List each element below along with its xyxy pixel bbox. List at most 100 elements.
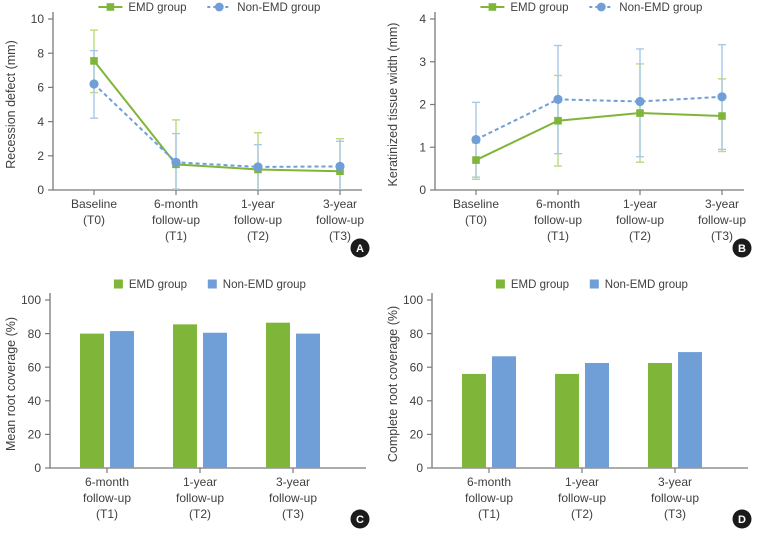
- x-category-label: Baseline: [71, 197, 117, 211]
- y-tick-label: 80: [28, 327, 42, 341]
- legend-marker: [106, 3, 115, 11]
- data-point-square: [90, 57, 98, 65]
- x-category-label: follow-up: [534, 213, 582, 227]
- legend-swatch: [207, 279, 217, 289]
- x-category-label: follow-up: [234, 213, 282, 227]
- y-tick-label: 4: [419, 12, 426, 26]
- x-category-label: follow-up: [176, 491, 224, 505]
- panel-B: 0 1 2 3 4 Baseline (T0) 6-month follow-up (T1) 1-y…: [382, 0, 765, 271]
- bar-emd-group: [648, 363, 672, 468]
- data-point-circle: [471, 134, 481, 145]
- legend-label: Non-EMD group: [237, 2, 320, 14]
- data-point-square: [336, 167, 344, 175]
- x-category-label: (T2): [629, 229, 651, 243]
- x-category-label: (T1): [165, 229, 187, 243]
- x-category-label: follow-up: [616, 213, 664, 227]
- data-point-circle: [89, 79, 99, 89]
- x-category-label: (T3): [329, 229, 351, 243]
- x-category-label: follow-up: [152, 213, 200, 227]
- data-point-circle: [253, 162, 263, 172]
- series-line-emd-group: [475, 112, 723, 161]
- panel-badge: [732, 238, 752, 258]
- x-category-label: Baseline: [453, 197, 499, 211]
- x-category-label: follow-up: [316, 213, 364, 227]
- x-category-label: 3-year: [658, 475, 692, 489]
- x-category-label: 1-year: [623, 197, 657, 211]
- y-tick-label: 60: [410, 360, 424, 374]
- legend-swatch: [495, 279, 505, 289]
- legend-swatch: [113, 279, 123, 289]
- data-point-square: [636, 109, 644, 117]
- x-category-label: follow-up: [698, 213, 746, 227]
- series-line-emd-group: [93, 60, 341, 173]
- panel-D: 0 20 40 60 80 100 6-month follow-up (T1) 1-year fo…: [382, 271, 765, 542]
- x-category-label: 6-month: [467, 475, 511, 489]
- y-tick-label: 2: [37, 149, 44, 163]
- x-category-label: (T0): [83, 213, 105, 227]
- y-tick-label: 0: [34, 461, 41, 475]
- x-category-label: (T2): [189, 507, 211, 521]
- legend-label: Non-EMD group: [619, 2, 702, 14]
- y-tick-label: 4: [37, 115, 44, 129]
- bar-emd-group: [173, 324, 197, 468]
- y-tick-label: 100: [21, 293, 41, 307]
- y-tick-label: 20: [410, 428, 424, 442]
- y-tick-label: 0: [416, 461, 423, 475]
- x-category-label: (T3): [282, 507, 304, 521]
- y-axis-title: Recession defect (mm): [4, 40, 18, 169]
- panel-A: 0 2 4 6 8 10 Baseline (T0) 6-month follow-up (T1) 1…: [0, 0, 382, 271]
- chart-B: 0 1 2 3 4 Baseline (T0) 6-month follow-up (T1) 1-y…: [386, 2, 752, 258]
- legend-swatch: [589, 279, 599, 289]
- series-line-non-emd-group: [475, 95, 723, 141]
- panel-badge-letter: A: [356, 243, 364, 255]
- panel-badge: [732, 509, 752, 529]
- x-category-label: follow-up: [651, 491, 699, 505]
- x-category-label: 1-year: [241, 197, 275, 211]
- x-category-label: (T2): [571, 507, 593, 521]
- y-tick-label: 20: [28, 428, 42, 442]
- legend-marker: [214, 2, 224, 12]
- data-point-circle: [335, 161, 345, 172]
- series-line-non-emd-group: [93, 83, 341, 168]
- x-category-label: (T1): [96, 507, 118, 521]
- legend-label: EMD group: [129, 279, 187, 291]
- x-category-label: 3-year: [323, 197, 357, 211]
- chart-A: 0 2 4 6 8 10 Baseline (T0) 6-month follow-up (T1) 1…: [4, 2, 370, 258]
- y-tick-label: 2: [419, 98, 426, 112]
- y-tick-label: 0: [419, 183, 426, 197]
- y-tick-label: 100: [403, 293, 423, 307]
- x-category-label: follow-up: [269, 491, 317, 505]
- y-tick-label: 40: [410, 394, 424, 408]
- x-category-label: 3-year: [276, 475, 310, 489]
- panel-badge: [350, 509, 370, 529]
- bar-emd-group: [462, 373, 486, 468]
- y-tick-label: 0: [37, 183, 44, 197]
- data-point-square: [472, 156, 480, 164]
- y-axis-title: Mean root coverage (%): [4, 317, 18, 451]
- x-category-label: 6-month: [154, 197, 198, 211]
- panel-C: 0 20 40 60 80 100 6-month follow-up (T1) 1-year fo…: [0, 271, 382, 542]
- bar-emd-group: [266, 322, 290, 468]
- x-category-label: (T2): [247, 229, 269, 243]
- panel-badge-letter: C: [356, 514, 364, 526]
- x-category-label: follow-up: [558, 491, 606, 505]
- panel-badge-letter: D: [738, 514, 746, 526]
- y-tick-label: 80: [410, 327, 424, 341]
- bar-non-emd-group: [492, 356, 516, 468]
- panel-badge-letter: B: [738, 243, 746, 255]
- x-category-label: 6-month: [85, 475, 129, 489]
- x-category-label: (T0): [465, 213, 487, 227]
- y-tick-label: 60: [28, 360, 42, 374]
- y-tick-label: 8: [37, 46, 44, 60]
- y-axis-title: Keratinized tissue width (mm): [386, 23, 400, 187]
- panel-badge: [350, 238, 370, 258]
- legend-label: EMD group: [128, 2, 186, 14]
- y-tick-label: 40: [28, 394, 42, 408]
- data-point-circle: [717, 92, 727, 102]
- data-point-circle: [553, 94, 563, 104]
- legend-label: Non-EMD group: [605, 279, 688, 291]
- x-category-label: (T1): [478, 507, 500, 521]
- bar-emd-group: [555, 373, 579, 468]
- data-point-square: [718, 112, 726, 120]
